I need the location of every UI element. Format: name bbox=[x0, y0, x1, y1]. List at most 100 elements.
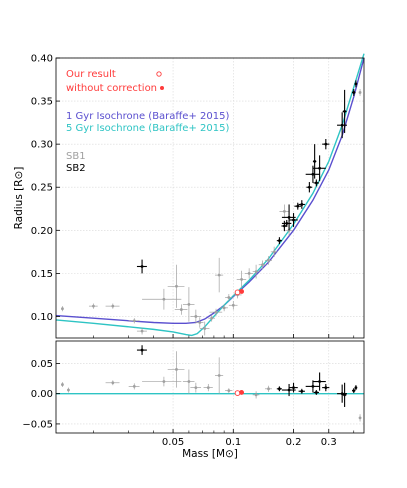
sb2-marker-14 bbox=[340, 123, 344, 127]
residual-sb2-point-3 bbox=[289, 382, 298, 393]
residual-sb2-marker-5 bbox=[311, 384, 315, 388]
sb2-marker-13 bbox=[324, 142, 328, 146]
sb1-marker-6 bbox=[175, 284, 178, 288]
y-tick-label-5: 0.35 bbox=[31, 97, 53, 108]
sb1-point-0 bbox=[61, 306, 64, 312]
y-tick-label-1: 0.15 bbox=[31, 269, 53, 280]
sb2-point-8 bbox=[306, 182, 313, 193]
sb1-point-23 bbox=[264, 256, 272, 265]
sb1-point-15 bbox=[220, 304, 228, 312]
sb2-marker-9 bbox=[311, 172, 315, 176]
sb1-point-17 bbox=[228, 300, 238, 310]
legend-1gyr: 1 Gyr Isochrone (Baraffe+ 2015) bbox=[66, 111, 229, 122]
residual-without-correction-marker-0 bbox=[239, 389, 245, 395]
sb2-point-2 bbox=[281, 220, 288, 232]
sb1-marker-10 bbox=[198, 321, 202, 324]
residual-sb1-marker-3 bbox=[132, 384, 136, 388]
sb2-point-17 bbox=[354, 80, 358, 88]
chart-legend: Our result without correction 1 Gyr Isoc… bbox=[66, 69, 229, 174]
sb1-marker-20 bbox=[247, 271, 251, 275]
residual-sb2-point-4 bbox=[298, 388, 305, 394]
residual-sb1-point-0 bbox=[61, 382, 64, 387]
sb2-point-1 bbox=[276, 237, 282, 245]
sb1-marker-7 bbox=[179, 308, 183, 311]
sb1-marker-0 bbox=[61, 307, 64, 311]
sb1-marker-1 bbox=[92, 304, 95, 308]
sb2-marker-7 bbox=[300, 203, 304, 206]
residual-sb2-marker-3 bbox=[292, 386, 295, 390]
sb1-marker-15 bbox=[222, 306, 226, 310]
y-tick-label-2: 0.20 bbox=[31, 226, 53, 237]
legend-our-result: Our result bbox=[66, 69, 116, 80]
residual-sb1-point-9 bbox=[214, 357, 224, 394]
residual-sb1-point-5 bbox=[167, 351, 185, 388]
sb1-point-11 bbox=[199, 321, 210, 336]
sb1-marker-3 bbox=[132, 319, 136, 323]
residual-data-points bbox=[61, 345, 362, 422]
sb1-point-6 bbox=[167, 264, 185, 308]
residual-sb1-point-2 bbox=[105, 380, 120, 386]
sb1-point-22 bbox=[258, 260, 267, 270]
radius-x-ticks bbox=[93, 334, 355, 338]
sb1-point-8 bbox=[182, 287, 195, 322]
sb1-marker-17 bbox=[231, 303, 235, 307]
residual-sb1-point-11 bbox=[252, 391, 260, 399]
residual-sb1-marker-2 bbox=[111, 381, 115, 385]
residual-sb2-point-11 bbox=[352, 388, 356, 394]
sb2-marker-5 bbox=[292, 218, 295, 222]
sb1-point-16 bbox=[225, 294, 233, 301]
sb2-point-3 bbox=[281, 219, 292, 227]
sb2-point-13 bbox=[322, 138, 330, 150]
y-tick-label-0: 0.10 bbox=[31, 312, 53, 323]
residual-sb1-marker-5 bbox=[175, 368, 178, 371]
residual-sb2-point-6 bbox=[313, 390, 319, 395]
sb1-marker-16 bbox=[227, 296, 231, 299]
sb1-point-12 bbox=[208, 314, 215, 322]
sb1-point-19 bbox=[236, 270, 247, 289]
sb2-point-12 bbox=[312, 155, 326, 182]
legend-our-result-marker bbox=[156, 71, 162, 77]
residual-sb2-marker-12 bbox=[354, 386, 358, 390]
sb2-point-0 bbox=[136, 259, 147, 274]
sb1-point-21 bbox=[252, 264, 260, 279]
residual-y-ticks: 0.05 0.00 −0.05 bbox=[22, 359, 60, 430]
sb1-marker-21 bbox=[254, 270, 258, 274]
residual-sb1-point-7 bbox=[190, 382, 202, 393]
y-tick-label-0: 0.05 bbox=[31, 359, 53, 370]
residual-sb2-marker-2 bbox=[287, 388, 291, 392]
sb2-marker-3 bbox=[285, 222, 289, 225]
residual-sb2-marker-4 bbox=[300, 389, 304, 393]
residual-sb1-marker-6 bbox=[187, 380, 191, 383]
sb1-marker-19 bbox=[240, 278, 243, 281]
sb2-point-6 bbox=[294, 202, 302, 210]
residual-sb1-marker-13 bbox=[358, 416, 362, 420]
y-tick-label-6: 0.40 bbox=[31, 54, 53, 65]
x-tick-label-2: 0.2 bbox=[286, 437, 302, 448]
sb1-point-27 bbox=[358, 89, 362, 96]
isochrone-5gyr-line bbox=[55, 53, 365, 337]
residual-sb1-marker-7 bbox=[194, 386, 198, 390]
sb1-point-5 bbox=[142, 288, 182, 310]
residual-sb1-marker-4 bbox=[162, 380, 166, 383]
residual-sb1-point-1 bbox=[67, 387, 70, 393]
sb2-point-7 bbox=[298, 200, 305, 209]
residual-panel-frame bbox=[55, 340, 365, 434]
y-axis-label-radius: Radius [R⊙] bbox=[13, 167, 25, 230]
x-axis-label-mass: Mass [M⊙] bbox=[182, 448, 238, 460]
sb1-marker-14 bbox=[217, 273, 221, 277]
sb1-point-14 bbox=[214, 257, 224, 293]
residual-sb2-point-10 bbox=[342, 382, 347, 407]
sb2-marker-6 bbox=[296, 204, 300, 208]
legend-sb1: SB1 bbox=[66, 151, 86, 162]
residual-sb1-marker-8 bbox=[206, 386, 210, 390]
sb1-point-10 bbox=[195, 317, 204, 328]
sb2-marker-0 bbox=[140, 265, 144, 268]
residual-sb2-point-12 bbox=[354, 385, 358, 391]
sb1-marker-24 bbox=[272, 250, 276, 254]
sb2-marker-1 bbox=[278, 239, 281, 243]
sb1-marker-4 bbox=[140, 329, 144, 333]
sb1-marker-8 bbox=[187, 303, 191, 306]
residual-sb1-marker-9 bbox=[217, 374, 221, 377]
residual-sb1-point-12 bbox=[264, 385, 272, 392]
